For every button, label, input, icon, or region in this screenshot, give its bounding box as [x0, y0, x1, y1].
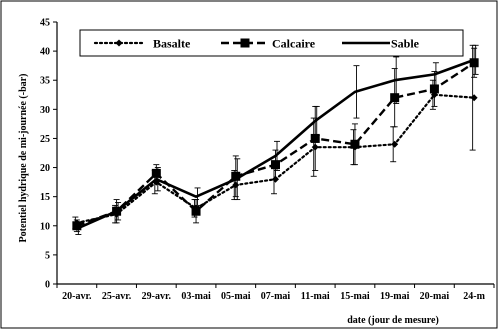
data-point-square — [231, 171, 241, 181]
x-tick-label: 25-avr. — [102, 291, 132, 302]
x-tick-label: 03-mai — [181, 291, 211, 302]
x-tick-label: 19-mai — [380, 291, 410, 302]
data-point-square — [112, 206, 122, 216]
legend-marker-calcaire — [240, 38, 250, 48]
y-tick-label: 35 — [40, 76, 50, 87]
legend-marker-basalte — [115, 39, 123, 47]
data-point-diamond — [391, 140, 399, 148]
data-point-square — [191, 206, 201, 216]
x-axis-title: date (jour de mesure) — [347, 315, 439, 326]
series-sable-line — [76, 58, 475, 230]
y-tick-label: 30 — [40, 105, 50, 116]
data-point-square — [271, 160, 280, 170]
series-calcaire-markers — [72, 58, 479, 231]
data-point-diamond — [311, 143, 319, 151]
data-point-diamond — [272, 175, 279, 183]
x-tick-label: 07-mai — [261, 291, 291, 302]
y-axis-title: Potentiel hydrique de mi-journée (-bar) — [18, 74, 29, 243]
x-tick-label: 20-mai — [420, 291, 450, 302]
data-point-square — [390, 93, 400, 103]
x-tick-label: 15-mai — [340, 291, 370, 302]
data-point-diamond — [232, 181, 240, 189]
data-point-square — [151, 168, 161, 178]
y-tick-label: 10 — [40, 221, 50, 232]
data-point-square — [469, 58, 479, 68]
data-point-square — [310, 133, 320, 143]
x-tick-label: 11-mai — [301, 291, 330, 302]
y-tick-label: 20 — [40, 163, 50, 174]
legend-box — [79, 29, 464, 57]
x-tick-label: 05-mai — [221, 291, 251, 302]
legend-label-calcaire: Calcaire — [272, 37, 316, 51]
y-tick-label: 5 — [45, 250, 50, 261]
data-point-diamond — [152, 178, 160, 186]
data-point-square — [429, 84, 439, 94]
data-point-square — [72, 221, 82, 231]
data-point-square — [350, 139, 360, 149]
y-tick-label: 40 — [40, 47, 50, 58]
x-tick-label: 29-avr. — [142, 291, 172, 302]
legend: Basalte Calcaire Sable — [79, 29, 464, 57]
y-tick-label: 25 — [40, 134, 50, 145]
y-tick-label: 15 — [40, 192, 50, 203]
legend-label-basalte: Basalte — [153, 37, 191, 51]
x-tick-label: 20-avr. — [62, 291, 92, 302]
x-tick-label: 24-m — [463, 291, 485, 302]
data-point-diamond — [470, 94, 478, 102]
y-tick-label: 0 — [45, 280, 50, 291]
legend-label-sable: Sable — [391, 37, 420, 51]
y-tick-label: 45 — [40, 18, 50, 29]
